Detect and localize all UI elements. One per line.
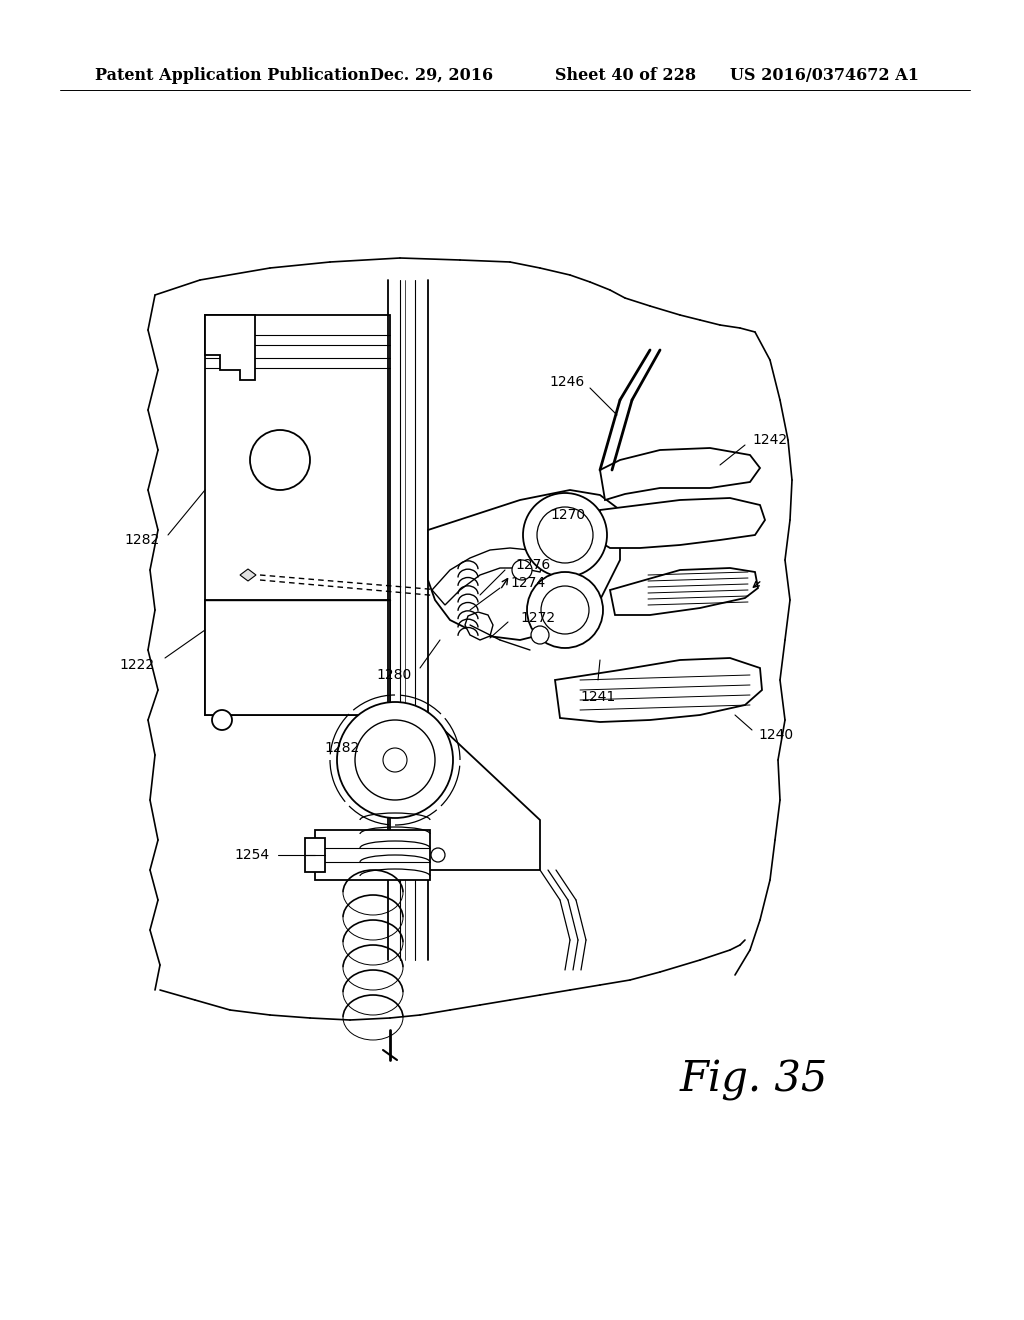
Polygon shape [465,612,493,640]
Circle shape [250,430,310,490]
Polygon shape [432,548,545,605]
Polygon shape [610,568,758,615]
Polygon shape [555,657,762,722]
Text: Fig. 35: Fig. 35 [680,1059,828,1101]
Text: 1241: 1241 [581,690,615,704]
Polygon shape [390,715,540,870]
Text: Patent Application Publication: Patent Application Publication [95,66,370,83]
Circle shape [431,847,445,862]
Text: 1242: 1242 [752,433,787,447]
Circle shape [383,748,407,772]
Polygon shape [428,490,620,640]
Text: 1254: 1254 [234,847,270,862]
Circle shape [512,560,532,579]
Text: Dec. 29, 2016: Dec. 29, 2016 [370,66,494,83]
Text: 1246: 1246 [550,375,585,389]
Polygon shape [600,498,765,548]
Polygon shape [305,838,325,873]
Text: 1282: 1282 [125,533,160,546]
Text: 1270: 1270 [550,508,585,521]
Text: 1222: 1222 [120,657,155,672]
Circle shape [527,572,603,648]
Circle shape [212,710,232,730]
Text: 1276: 1276 [515,558,550,572]
Polygon shape [240,569,256,581]
Polygon shape [315,830,430,880]
Circle shape [523,492,607,577]
Polygon shape [600,447,760,500]
Polygon shape [205,601,390,715]
Polygon shape [205,315,255,380]
Circle shape [337,702,453,818]
Polygon shape [205,315,390,715]
Text: 1280: 1280 [377,668,412,682]
Text: 1282: 1282 [325,741,360,755]
Circle shape [537,507,593,564]
Text: 1240: 1240 [758,729,794,742]
Text: US 2016/0374672 A1: US 2016/0374672 A1 [730,66,919,83]
Text: 1272: 1272 [520,611,555,624]
Circle shape [531,626,549,644]
Text: Sheet 40 of 228: Sheet 40 of 228 [555,66,696,83]
Circle shape [541,586,589,634]
Text: 1274: 1274 [510,576,545,590]
Circle shape [355,719,435,800]
